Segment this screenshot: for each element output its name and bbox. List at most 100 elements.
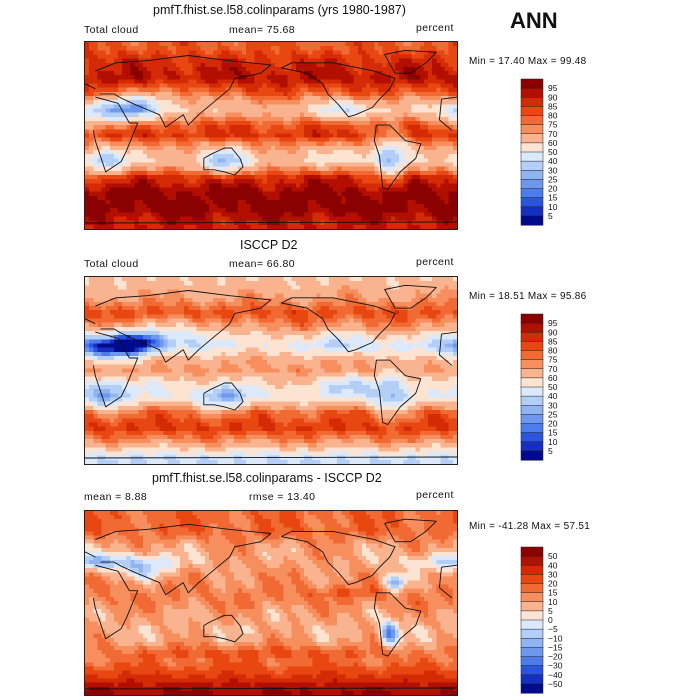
colorbar-swatch bbox=[520, 197, 544, 208]
colorbar-tick-label: 75 bbox=[548, 355, 558, 365]
colorbar-swatch bbox=[520, 665, 544, 676]
colorbar-swatch bbox=[520, 647, 544, 658]
colorbar-swatch bbox=[520, 215, 544, 226]
coastline bbox=[203, 147, 244, 176]
colorbar-tick-label: 15 bbox=[548, 588, 558, 598]
colorbar-swatch bbox=[520, 638, 544, 648]
panel2-title: ISCCP D2 bbox=[240, 238, 298, 252]
colorbar-swatch bbox=[520, 179, 544, 190]
colorbar-tick-label: 25 bbox=[548, 174, 558, 184]
panel3-title: pmfT.fhist.se.l58.colinparams - ISCCP D2 bbox=[152, 471, 382, 485]
coastline bbox=[85, 456, 457, 459]
colorbar-swatch bbox=[520, 601, 544, 612]
colorbar-tick-label: −10 bbox=[548, 633, 563, 643]
colorbar-swatch bbox=[520, 124, 544, 135]
colorbar-swatch bbox=[520, 142, 544, 153]
coastline bbox=[281, 297, 396, 353]
panel3-rmse-label: rmse = 13.40 bbox=[249, 491, 316, 503]
colorbar-tick-label: 60 bbox=[548, 373, 558, 383]
coastline bbox=[373, 592, 422, 657]
colorbar-tick-label: −20 bbox=[548, 652, 563, 662]
colorbar-swatch bbox=[520, 386, 544, 397]
coastline bbox=[373, 359, 422, 425]
panel3-minmax: Min = -41.28 Max = 57.51 bbox=[469, 521, 591, 532]
panel1-colorbar: 95 90 85 80 75 70 60 50 40 30 25 20 15 10 5 bbox=[520, 78, 581, 227]
colorbar-swatch bbox=[520, 683, 544, 694]
colorbar-swatch bbox=[520, 78, 544, 89]
colorbar-tick-label: 80 bbox=[548, 111, 558, 121]
colorbar-tick-label: 30 bbox=[548, 165, 558, 175]
colorbar-swatch bbox=[520, 414, 544, 425]
panel1-title: pmfT.fhist.se.l58.colinparams (yrs 1980-… bbox=[153, 3, 406, 17]
panel2-minmax: Min = 18.51 Max = 95.86 bbox=[469, 291, 587, 302]
colorbar-swatch bbox=[520, 133, 544, 144]
coastline bbox=[384, 49, 437, 74]
colorbar-tick-label: 40 bbox=[548, 156, 558, 166]
colorbar-tick-label: 70 bbox=[548, 129, 558, 139]
panel1-minmax: Min = 17.40 Max = 99.48 bbox=[469, 56, 587, 67]
colorbar-swatch bbox=[520, 565, 544, 575]
colorbar-tick-label: 40 bbox=[548, 560, 558, 570]
colorbar-tick-label: 30 bbox=[548, 569, 558, 579]
colorbar-tick-label: 60 bbox=[548, 138, 558, 148]
colorbar-swatch bbox=[520, 350, 544, 361]
coastline bbox=[384, 284, 437, 309]
coastline bbox=[85, 221, 457, 224]
colorbar-swatch bbox=[520, 555, 544, 566]
colorbar-tick-label: 0 bbox=[548, 615, 553, 625]
panel2-map bbox=[84, 276, 458, 465]
colorbar-swatch bbox=[520, 592, 544, 603]
colorbar-tick-label: 70 bbox=[548, 364, 558, 374]
colorbar-tick-label: 50 bbox=[548, 382, 558, 392]
colorbar-tick-label: −5 bbox=[548, 624, 558, 634]
colorbar-tick-label: 5 bbox=[548, 606, 553, 616]
colorbar-tick-label: 15 bbox=[548, 193, 558, 203]
colorbar-tick-label: −15 bbox=[548, 642, 563, 652]
colorbar-tick-label: 5 bbox=[548, 211, 553, 221]
panel1-variable-label: Total cloud bbox=[84, 24, 139, 36]
coastline bbox=[92, 331, 457, 408]
coastline bbox=[373, 124, 422, 190]
colorbar-tick-label: 75 bbox=[548, 120, 558, 130]
panel3-map bbox=[84, 510, 458, 696]
colorbar-swatch bbox=[520, 377, 544, 388]
colorbar-tick-label: 10 bbox=[548, 202, 558, 212]
colorbar-tick-label: 5 bbox=[548, 446, 553, 456]
colorbar-swatch bbox=[520, 395, 544, 406]
heatmap-svg bbox=[85, 277, 457, 464]
colorbar-swatch bbox=[520, 441, 544, 452]
colorbar-swatch bbox=[520, 151, 544, 162]
panel3-units-label: percent bbox=[416, 489, 454, 501]
coastline bbox=[92, 564, 457, 640]
panel2-mean-label: mean= 66.80 bbox=[229, 258, 295, 270]
colorbar-tick-label: 95 bbox=[548, 83, 558, 93]
coastline bbox=[92, 96, 457, 173]
coastline bbox=[203, 382, 244, 411]
colorbar-swatch bbox=[520, 160, 544, 171]
coastline bbox=[281, 530, 396, 586]
colorbar-swatch bbox=[520, 432, 544, 443]
colorbar-swatch bbox=[520, 332, 544, 342]
colorbar-swatch bbox=[520, 115, 544, 126]
colorbar-swatch bbox=[520, 359, 544, 370]
colorbar-swatch bbox=[520, 628, 544, 639]
colorbar-tick-label: 10 bbox=[548, 597, 558, 607]
colorbar-swatch bbox=[520, 313, 544, 324]
colorbar-tick-label: 50 bbox=[548, 551, 558, 561]
colorbar-tick-label: 25 bbox=[548, 409, 558, 419]
heatmap-svg bbox=[85, 42, 457, 229]
colorbar-swatch bbox=[520, 546, 544, 557]
colorbar-swatch bbox=[520, 619, 544, 630]
panel2-variable-label: Total cloud bbox=[84, 258, 139, 270]
colorbar-tick-label: 90 bbox=[548, 327, 558, 337]
colorbar-tick-label: 40 bbox=[548, 391, 558, 401]
colorbar-swatch bbox=[520, 87, 544, 98]
coastline bbox=[384, 518, 437, 543]
colorbar-tick-label: 15 bbox=[548, 428, 558, 438]
colorbar-swatch bbox=[520, 170, 544, 180]
coastline bbox=[281, 62, 396, 118]
colorbar-swatch bbox=[520, 610, 544, 621]
